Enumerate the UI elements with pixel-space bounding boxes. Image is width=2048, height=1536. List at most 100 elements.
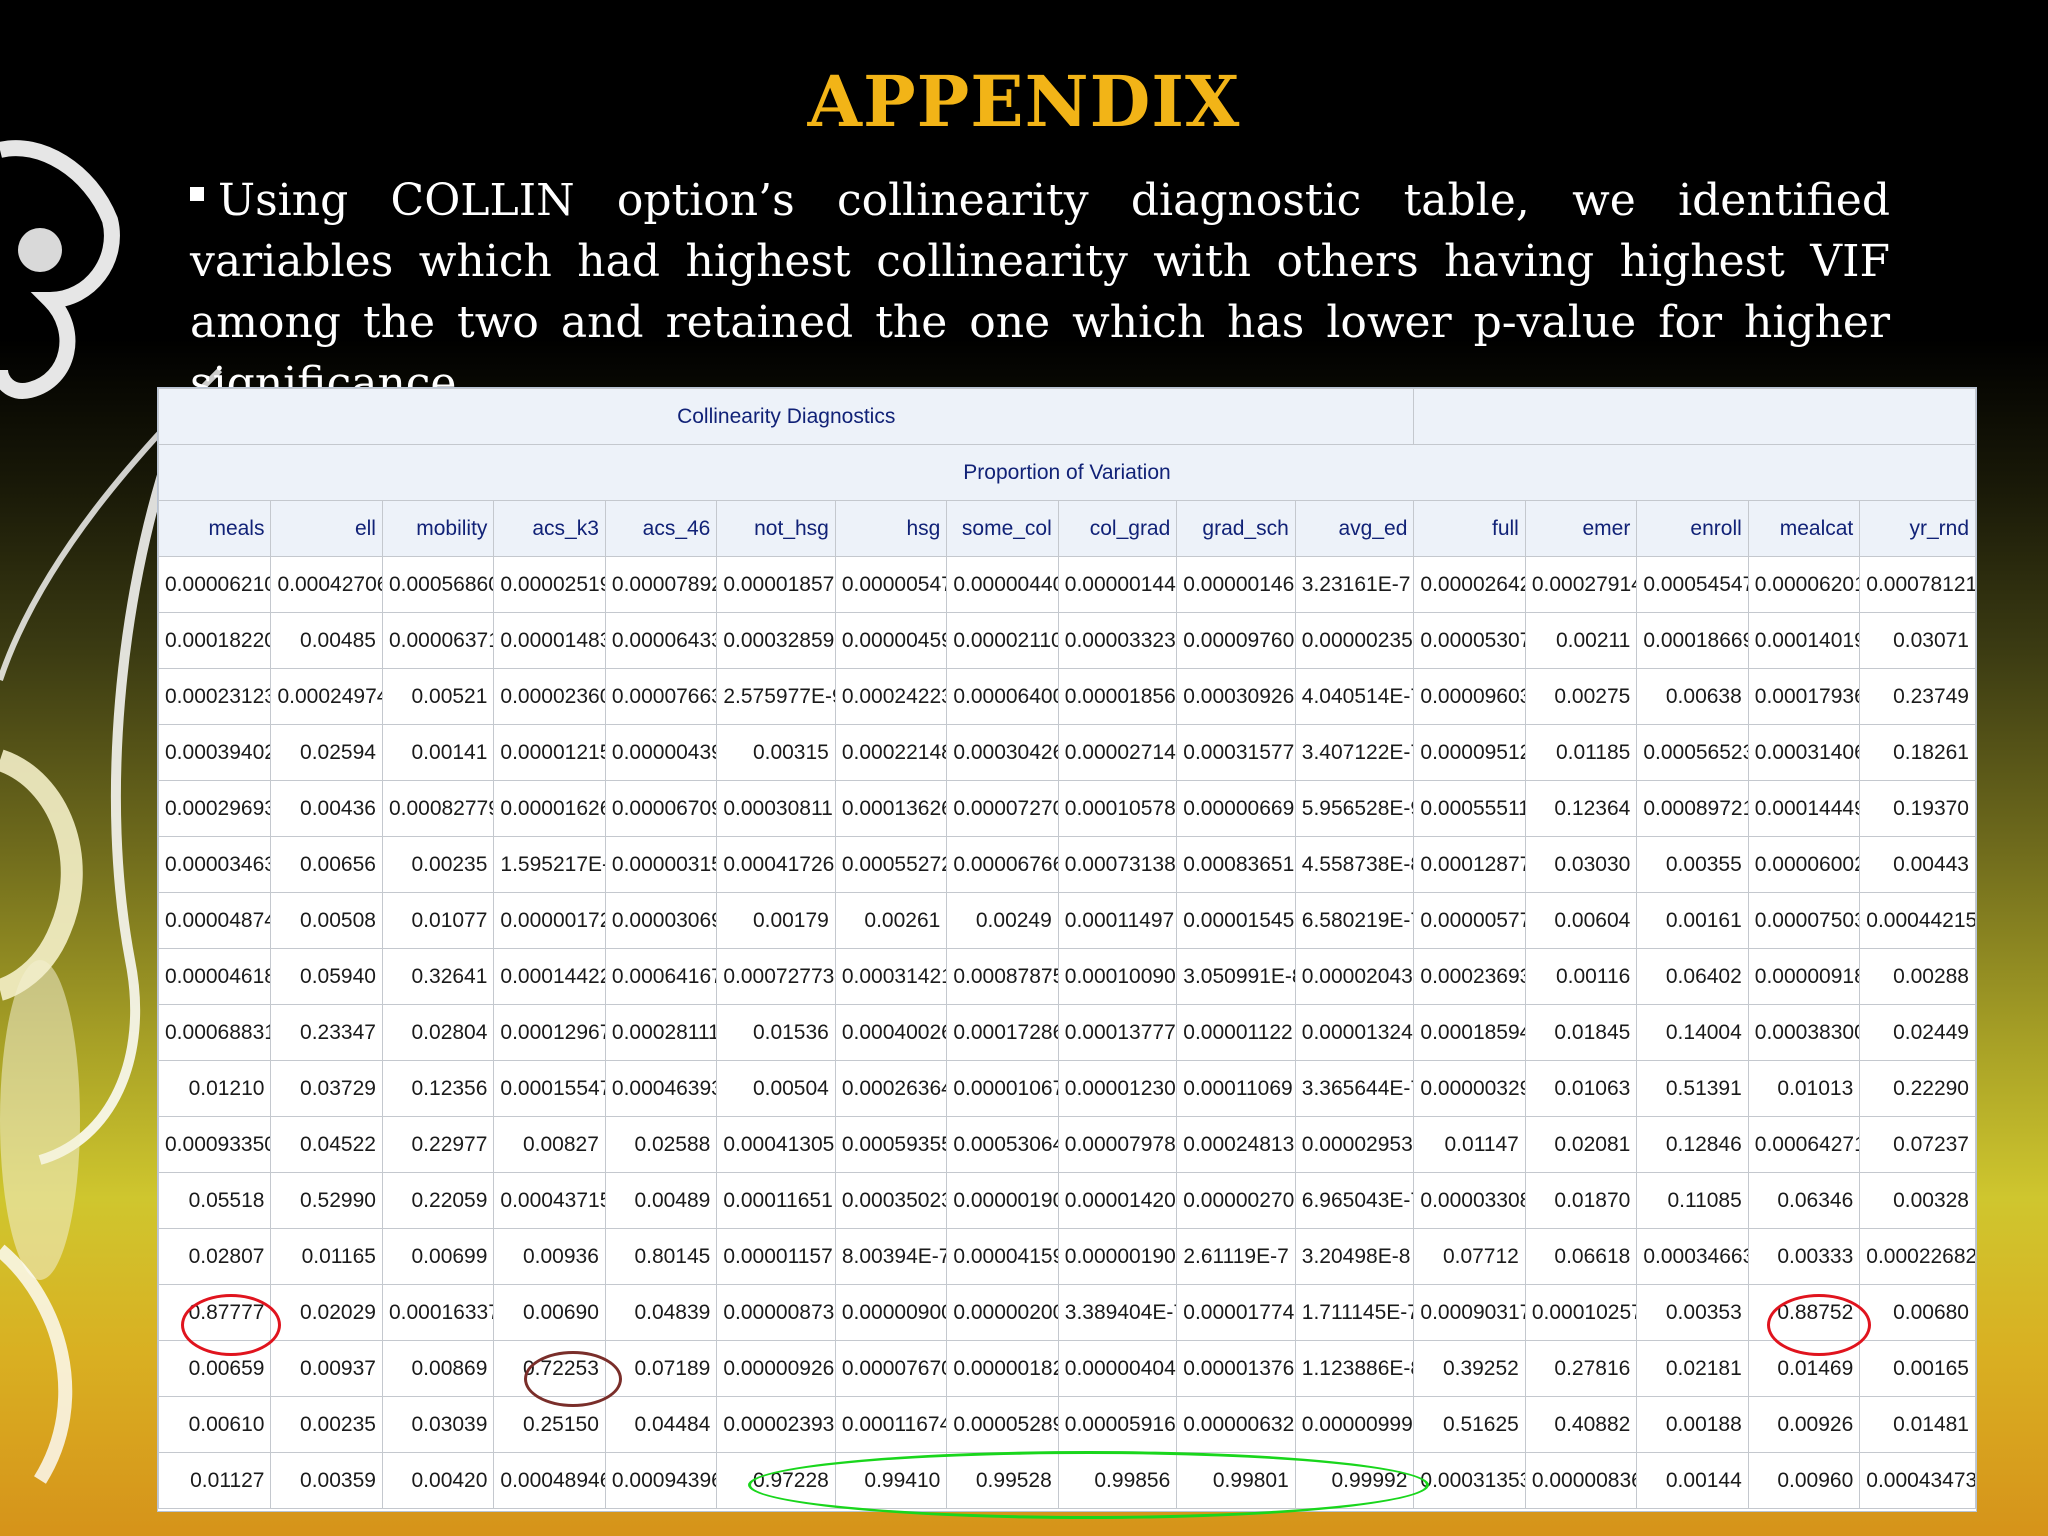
table-cell: 0.00001483	[493, 612, 606, 669]
table-cell: 0.00035023	[834, 1172, 948, 1229]
table-cell: 0.23347	[270, 1004, 383, 1061]
table-cell: 0.00024974	[270, 668, 383, 725]
table-cell: 0.03071	[1859, 612, 1976, 669]
table-cell: 0.00082779	[381, 780, 495, 837]
table-cell: 0.00960	[1747, 1452, 1861, 1509]
table-cell: 0.05518	[157, 1172, 272, 1229]
table-cell: 0.00001122	[1176, 1004, 1296, 1061]
table-cell: 0.00001420	[1057, 1172, 1178, 1229]
table-cell: 1.595217E-8	[493, 836, 606, 893]
column-header-acs-k3: acs_k3	[493, 500, 606, 557]
table-caption-spacer	[1413, 388, 1976, 445]
table-cell: 0.00000547	[834, 556, 948, 613]
table-cell: 0.51391	[1636, 1060, 1749, 1117]
table-cell: 0.00006201	[1747, 556, 1861, 613]
table-cell: 0.22059	[381, 1172, 495, 1229]
table-cell: 0.01469	[1747, 1340, 1861, 1397]
table-cell: 0.01165	[270, 1228, 383, 1285]
table-cell: 0.00031421	[834, 948, 948, 1005]
table-cell: 0.00000190	[1057, 1228, 1178, 1285]
table-cell: 0.00000146	[1176, 556, 1296, 613]
column-header-avg-ed: avg_ed	[1294, 500, 1415, 557]
group-header: Proportion of Variation	[158, 444, 1976, 501]
table-cell: 0.00000144	[1057, 556, 1178, 613]
table-cell: 0.00003323	[1057, 612, 1178, 669]
table-cell: 0.87777	[157, 1284, 272, 1341]
table-row: 0.02807 0.01165 0.00699 0.00936 0.80145 0.000…	[157, 1228, 1976, 1285]
table-cell: 0.00002642	[1413, 556, 1526, 613]
table-row: 0.00029693 0.00436 0.00082779 0.00001626 0.0…	[157, 780, 1976, 837]
table-cell: 0.00485	[270, 612, 383, 669]
table-cell: 0.02029	[270, 1284, 383, 1341]
table-cell: 0.00023693	[1413, 948, 1526, 1005]
table-cell: 0.00007978	[1057, 1116, 1178, 1173]
table-cell: 0.00024223	[834, 668, 948, 725]
table-cell: 0.00003069	[604, 892, 718, 949]
table-cell: 0.00333	[1747, 1228, 1861, 1285]
table-cell: 0.00005289	[946, 1396, 1059, 1453]
table-cell: 0.00013626	[834, 780, 948, 837]
table-cell: 0.00056860	[381, 556, 495, 613]
table-cell: 0.52990	[270, 1172, 383, 1229]
table-cell: 0.00141	[381, 724, 495, 781]
table-cell: 0.00029693	[157, 780, 272, 837]
column-header-hsg: hsg	[834, 500, 948, 557]
table-cell: 0.22977	[381, 1116, 495, 1173]
table-cell: 0.00001857	[716, 556, 836, 613]
table-cell: 0.00261	[834, 892, 948, 949]
table-cell: 3.389404E-7	[1057, 1284, 1178, 1341]
table-cell: 0.72253	[493, 1340, 606, 1397]
table-cell: 0.00504	[716, 1060, 836, 1117]
table-cell: 0.00011651	[716, 1172, 836, 1229]
table-cell: 0.00055272	[834, 836, 948, 893]
table-cell: 0.00026364	[834, 1060, 948, 1117]
table-cell: 0.00030426	[946, 724, 1059, 781]
table-cell: 0.00018220	[157, 612, 272, 669]
table-cell: 0.00006210	[157, 556, 272, 613]
table-cell: 0.00659	[157, 1340, 272, 1397]
table-cell: 0.04484	[604, 1396, 718, 1453]
column-header-col-grad: col_grad	[1057, 500, 1178, 557]
table-row: 0.87777 0.02029 0.00016337 0.00690 0.04839 0.…	[157, 1284, 1976, 1341]
table-cell: 0.00000235	[1294, 612, 1415, 669]
table-cell: 0.00015547	[493, 1060, 606, 1117]
table-cell: 0.00000404	[1057, 1340, 1178, 1397]
table-cell: 0.00000632	[1176, 1396, 1296, 1453]
table-cell: 0.00007503	[1747, 892, 1861, 949]
table-cell: 0.00014019	[1747, 612, 1861, 669]
table-cell: 1.711145E-7	[1294, 1284, 1415, 1341]
table-cell: 0.40882	[1524, 1396, 1638, 1453]
column-header-grad-sch: grad_sch	[1176, 500, 1296, 557]
table-cell: 0.00001324	[1294, 1004, 1415, 1061]
table-cell: 0.00028111	[604, 1004, 718, 1061]
table-cell: 0.00000440	[946, 556, 1059, 613]
table-cell: 0.00144	[1636, 1452, 1749, 1509]
table-cell: 0.97228	[716, 1452, 836, 1509]
table-cell: 0.00018669	[1636, 612, 1749, 669]
table-cell: 0.00032859	[716, 612, 836, 669]
table-cell: 0.00027914	[1524, 556, 1638, 613]
table-cell: 4.558738E-8	[1294, 836, 1415, 893]
table-cell: 0.01063	[1524, 1060, 1638, 1117]
table-cell: 0.00489	[604, 1172, 718, 1229]
table-cell: 0.01127	[157, 1452, 272, 1509]
table-cell: 0.00604	[1524, 892, 1638, 949]
table-row: 0.000034630.006560.002351.595217E-80.000…	[157, 836, 1976, 893]
bullet-square-icon	[190, 187, 204, 201]
table-row: 0.00068831 0.23347 0.02804 0.00012967 0.0002…	[157, 1004, 1976, 1061]
table-cell: 0.32641	[381, 948, 495, 1005]
table-cell: 0.01481	[1859, 1396, 1976, 1453]
table-row: 0.00006210 0.00042706 0.00056860 0.00002519…	[157, 556, 1976, 613]
table-cell: 0.03030	[1524, 836, 1638, 893]
table-cell: 0.01077	[381, 892, 495, 949]
table-cell: 0.00013777	[1057, 1004, 1178, 1061]
table-cell: 0.01147	[1413, 1116, 1526, 1173]
table-cell: 0.51625	[1413, 1396, 1526, 1453]
table-cell: 0.00000669	[1176, 780, 1296, 837]
table-cell: 0.06402	[1636, 948, 1749, 1005]
table-row: 0.00004874 0.00508 0.01077 0.00000172 0.0000…	[157, 892, 1976, 949]
table-cell: 0.00355	[1636, 836, 1749, 893]
table-cell: 0.01013	[1747, 1060, 1861, 1117]
table-row: 0.00659 0.00937 0.00869 0.72253 0.07189 0.000…	[157, 1340, 1976, 1397]
table-cell: 0.01870	[1524, 1172, 1638, 1229]
